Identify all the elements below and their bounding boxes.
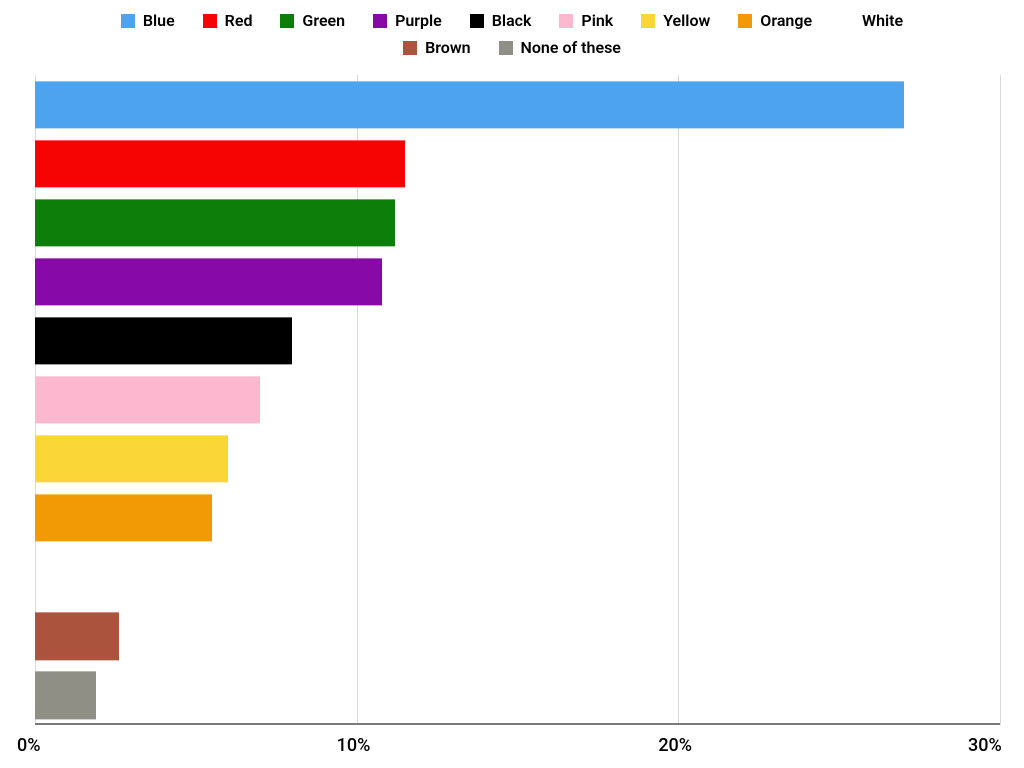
chart-legend: Blue Red Green Purple Black Pink — [0, 8, 1024, 63]
x-tick-label: 30% — [968, 735, 1002, 756]
color-preference-bar-chart: Blue Red Green Purple Black Pink — [0, 0, 1024, 768]
legend-row-1: Blue Red Green Purple Black Pink — [0, 8, 1024, 35]
legend-swatch — [738, 14, 752, 28]
legend-label: Black — [492, 8, 532, 34]
legend-item-green: Green — [280, 8, 345, 34]
bar-green — [35, 199, 395, 246]
legend-row-2: Brown None of these — [0, 35, 1024, 62]
legend-swatch — [203, 14, 217, 28]
legend-swatch — [559, 14, 573, 28]
legend-swatch — [840, 14, 854, 28]
bar-slot — [35, 75, 1000, 134]
legend-item-brown: Brown — [403, 35, 471, 61]
x-tick-label: 0% — [17, 735, 40, 756]
legend-item-white: White — [840, 8, 903, 34]
legend-item-orange: Orange — [738, 8, 812, 34]
legend-item-black: Black — [470, 8, 532, 34]
legend-label: None of these — [521, 35, 621, 61]
legend-swatch — [499, 41, 513, 55]
legend-item-none: None of these — [499, 35, 621, 61]
legend-item-purple: Purple — [373, 8, 442, 34]
legend-label: Blue — [143, 8, 175, 34]
legend-label: Pink — [581, 8, 613, 34]
bar-orange — [35, 495, 212, 542]
bar-slot — [35, 489, 1000, 548]
bar-slot — [35, 607, 1000, 666]
gridline — [1000, 75, 1001, 725]
bar-slot — [35, 666, 1000, 725]
legend-label: Orange — [760, 8, 812, 34]
bar-pink — [35, 376, 260, 423]
legend-label: Red — [225, 8, 253, 34]
legend-label: Green — [302, 8, 345, 34]
bar-slot — [35, 430, 1000, 489]
legend-swatch — [121, 14, 135, 28]
legend-swatch — [373, 14, 387, 28]
bar-none-of-these — [35, 672, 96, 719]
legend-item-red: Red — [203, 8, 253, 34]
bar-red — [35, 140, 405, 187]
legend-item-blue: Blue — [121, 8, 175, 34]
bar-black — [35, 317, 292, 364]
bar-slot — [35, 193, 1000, 252]
legend-swatch — [280, 14, 294, 28]
bar-blue — [35, 81, 904, 128]
legend-label: Yellow — [663, 8, 710, 34]
bar-purple — [35, 258, 382, 305]
bar-yellow — [35, 435, 228, 482]
legend-swatch — [403, 41, 417, 55]
legend-item-pink: Pink — [559, 8, 613, 34]
legend-swatch — [641, 14, 655, 28]
bar-slot — [35, 370, 1000, 429]
legend-item-yellow: Yellow — [641, 8, 710, 34]
legend-label: Brown — [425, 35, 471, 61]
bar-brown — [35, 613, 119, 660]
x-tick-label: 10% — [337, 735, 371, 756]
bar-slot — [35, 134, 1000, 193]
legend-label: Purple — [395, 8, 442, 34]
x-tick-label: 20% — [658, 735, 692, 756]
bar-slot — [35, 311, 1000, 370]
plot-area — [35, 75, 1000, 725]
bar-slot — [35, 252, 1000, 311]
legend-swatch — [470, 14, 484, 28]
legend-label: White — [862, 8, 903, 34]
bar-slot — [35, 548, 1000, 607]
